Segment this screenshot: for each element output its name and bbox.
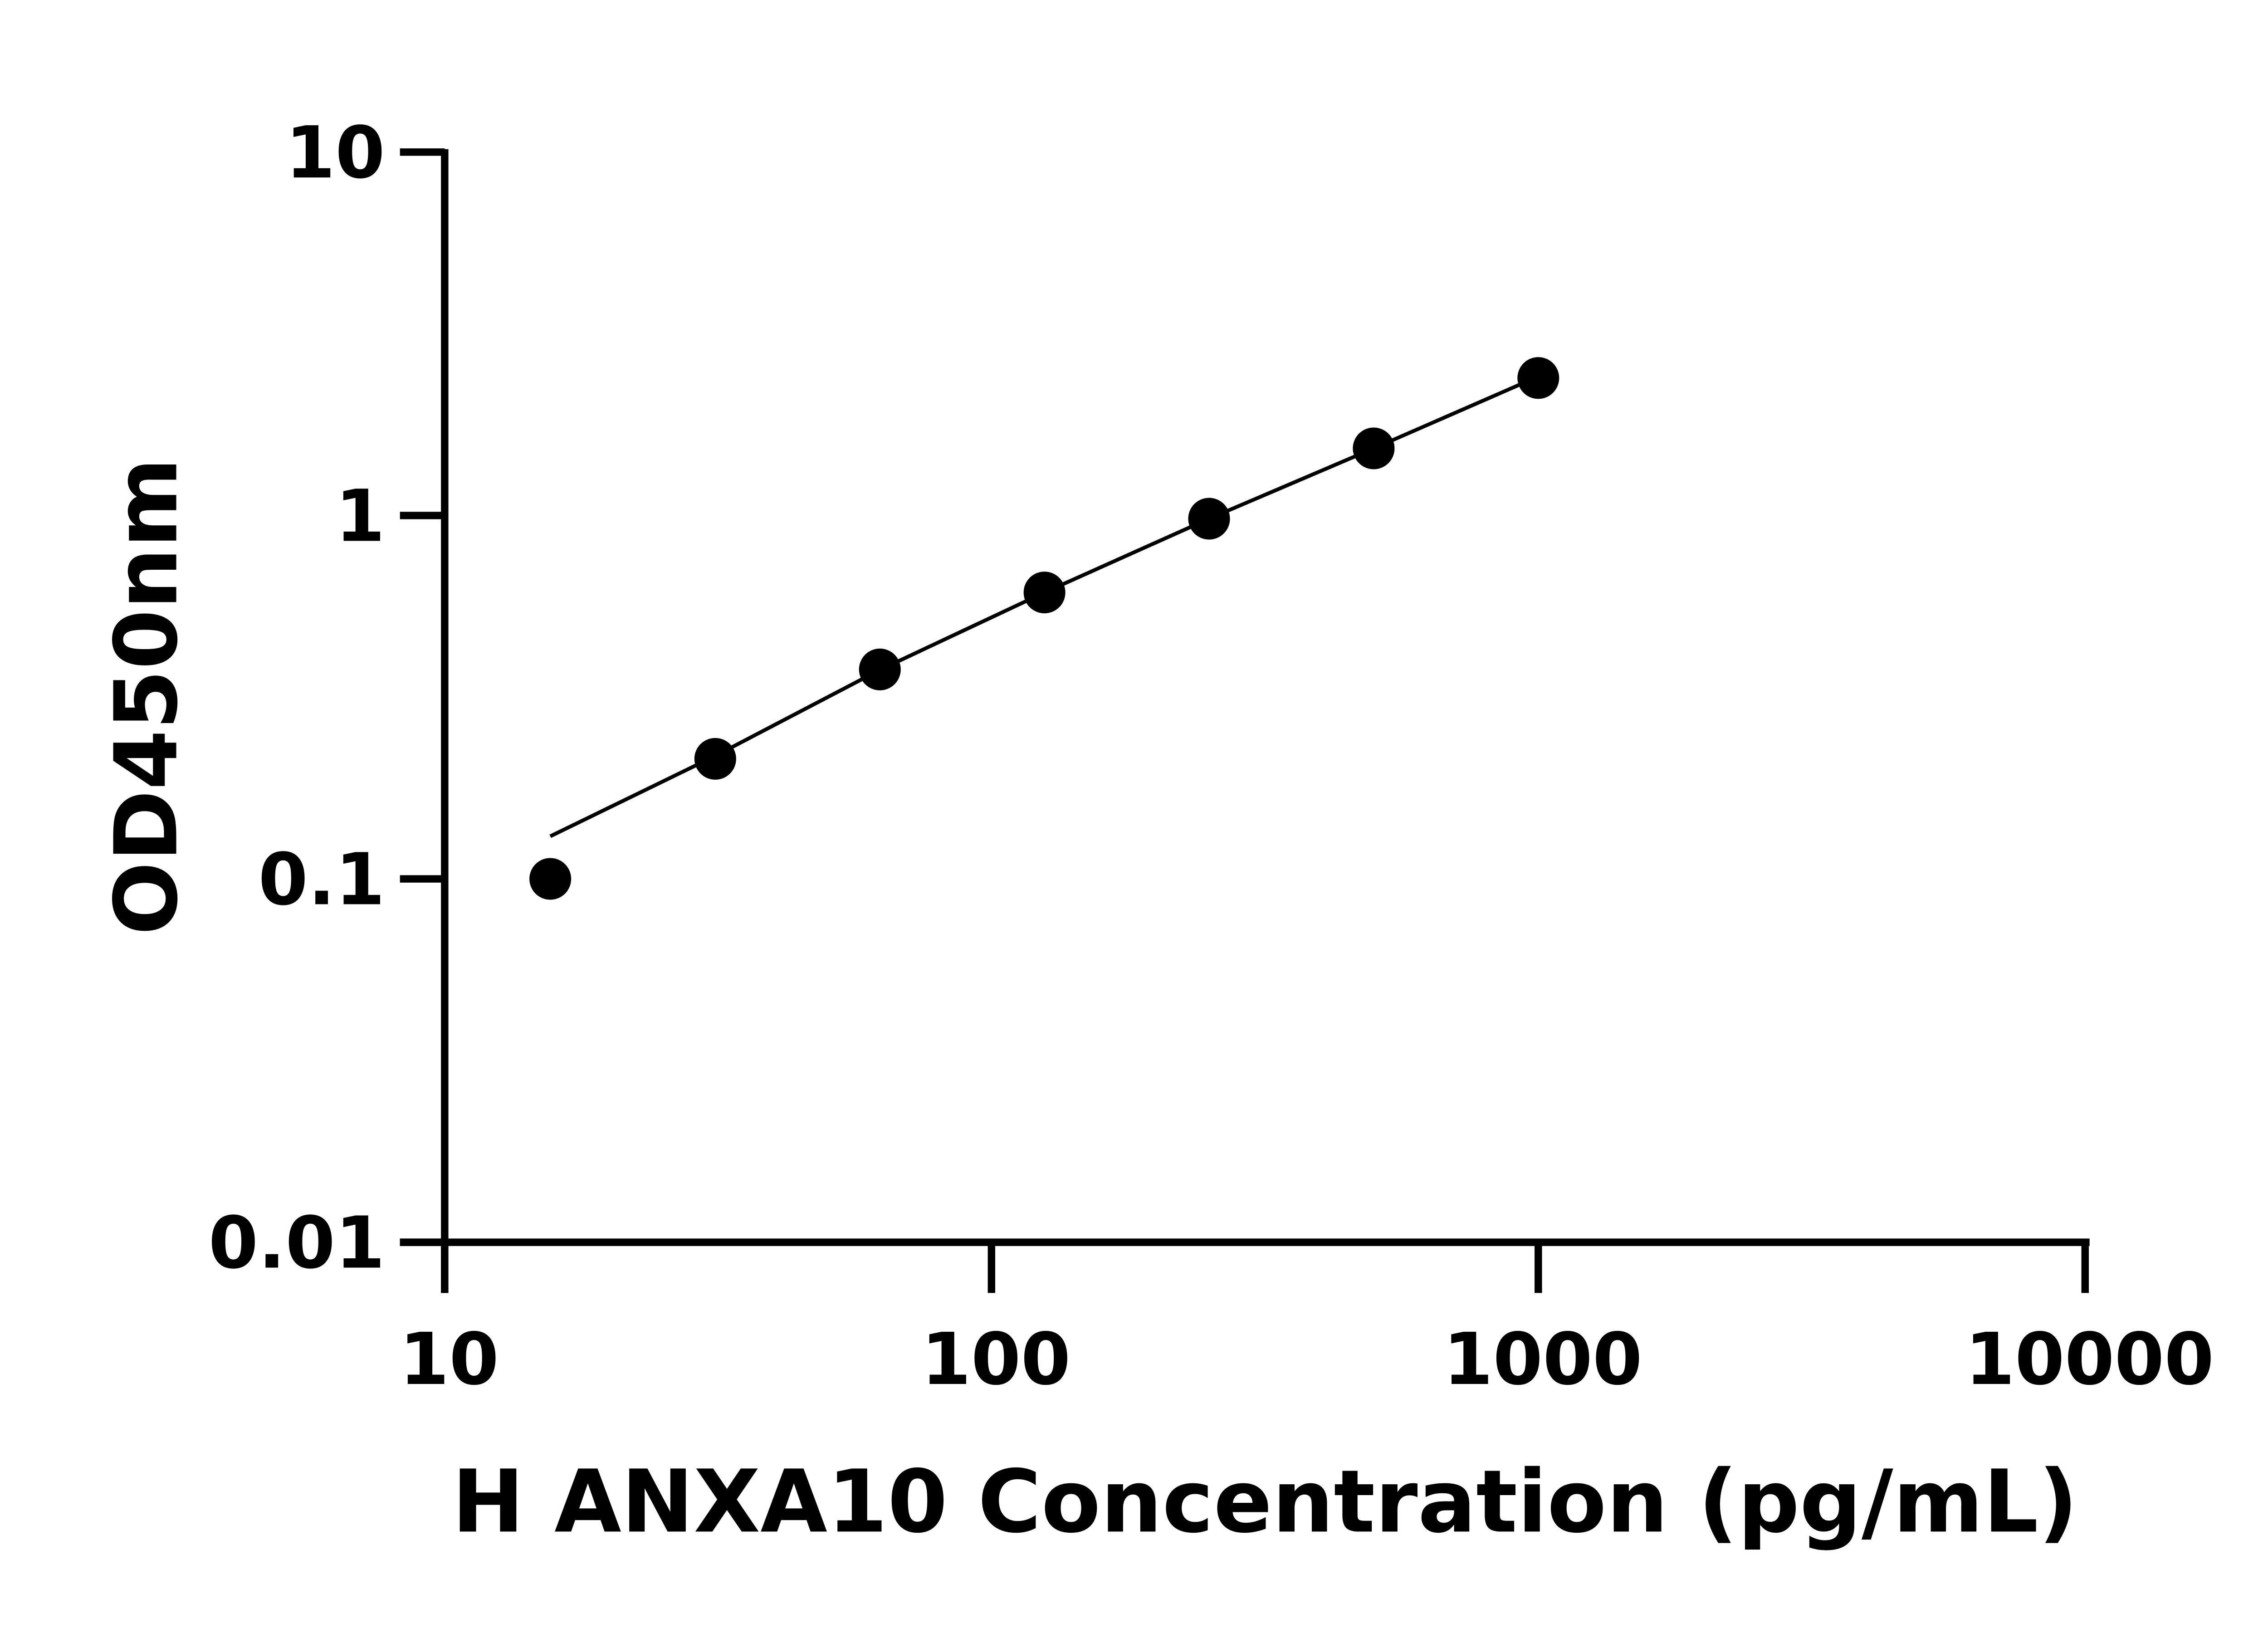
data-point: [1188, 498, 1230, 540]
data-point: [1023, 572, 1066, 614]
y-tick-label: 10: [285, 112, 385, 195]
x-tick-label: 10: [399, 1318, 499, 1401]
data-point: [694, 738, 736, 780]
data-point: [529, 858, 572, 900]
data-point: [1353, 427, 1395, 469]
y-axis-label: OD450nm: [96, 458, 197, 935]
y-tick-label: 0.1: [258, 838, 385, 921]
x-tick-label: 10000: [1965, 1318, 2214, 1401]
y-tick-label: 1: [335, 475, 385, 558]
axes: [400, 149, 2090, 1293]
data-point: [1517, 357, 1559, 399]
x-tick-label: 100: [921, 1318, 1070, 1401]
x-axis-label: H ANXA10 Concentration (pg/mL): [452, 1451, 2078, 1552]
data-point: [859, 648, 901, 690]
y-tick-label: 0.01: [208, 1202, 385, 1285]
x-tick-label: 1000: [1443, 1318, 1642, 1401]
